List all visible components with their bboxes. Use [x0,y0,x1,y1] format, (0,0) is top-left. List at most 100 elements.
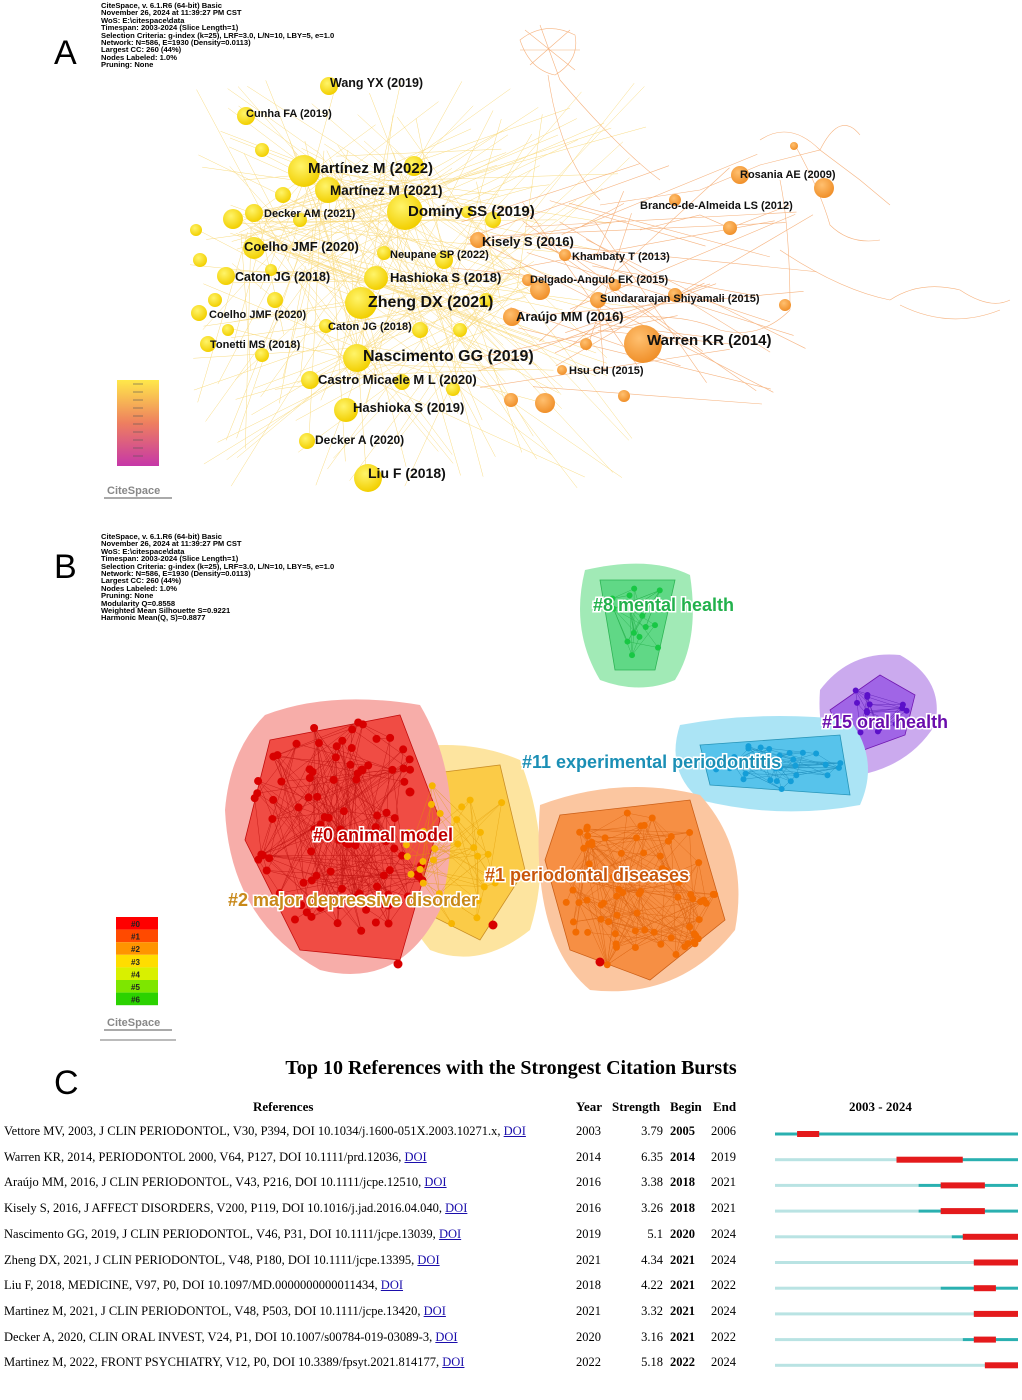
cluster-node [758,745,764,751]
cluster-node [569,887,576,894]
network-node-label: Hashioka S (2018) [390,270,501,285]
cluster-node [406,788,415,797]
cluster-node [254,777,262,785]
cluster-node [637,888,644,895]
header-begin: Begin [670,1099,702,1115]
cluster-node [598,901,605,908]
network-node-label: Warren KR (2014) [647,332,771,349]
cluster-node [453,816,460,823]
cluster-node [300,879,308,887]
network-node-label: Khambaty T (2013) [572,251,670,263]
cluster-node [596,958,605,967]
burst-segment [974,1260,1018,1266]
network-node [275,187,291,203]
cluster-node [348,725,356,733]
cluster-node [390,845,398,853]
cluster-node [745,743,751,749]
cluster-node [790,757,796,763]
cluster-node [686,829,693,836]
cluster-node [640,849,647,856]
cluster-node [867,701,873,707]
cluster-node [695,935,702,942]
cluster-legend-label: #1 [131,933,140,942]
cluster-node [619,889,626,896]
cluster-node [253,789,261,797]
cluster-node [652,622,658,628]
network-node [504,393,518,407]
cluster-node [372,918,380,926]
cluster-node [649,815,656,822]
cluster-node [346,761,354,769]
cluster-node [332,753,340,761]
network-node-label: Dominy SS (2019) [408,203,535,220]
cluster-node [437,810,444,817]
cluster-node [570,918,577,925]
network-node-label: Delgado-Angulo EK (2015) [530,274,668,286]
network-node [535,393,555,413]
cluster-node [741,776,747,782]
cluster-legend-label: #5 [131,983,140,992]
cluster-node [624,810,631,817]
timeline-inactive [775,1261,974,1264]
cluster-node [613,893,620,900]
cluster-node [477,829,484,836]
network-node [245,204,263,222]
cluster-node [686,923,693,930]
cluster-node [697,898,704,905]
cluster-node [470,844,477,851]
network-node [364,266,388,290]
network-node [723,221,737,235]
cluster-node [338,737,346,745]
cluster-node [269,796,277,804]
cluster-node [458,803,465,810]
network-node [299,433,315,449]
burst-segment [797,1131,819,1137]
timeline-inactive [775,1210,919,1213]
network-node-label: Neupane SP (2022) [390,249,489,261]
cluster-node [823,762,829,768]
burst-segment [974,1337,996,1343]
cluster-node [310,724,318,732]
burst-segment [941,1182,985,1188]
cluster-node [632,927,639,934]
cluster-node [325,814,333,822]
cluster-node [864,694,870,700]
cluster-node [340,807,348,815]
timeline-inactive [775,1184,919,1187]
cluster-node [428,801,435,808]
network-node [190,224,202,236]
network-node-label: Zheng DX (2021) [368,294,493,311]
timeline-inactive [775,1235,952,1238]
network-node-label: Decker AM (2021) [264,208,356,220]
panel-b-cluster-map: #8 mental health#15 oral health#11 exper… [0,530,1022,1050]
cluster-node [613,944,620,951]
cluster-node [485,851,492,858]
network-node-label: Hsu CH (2015) [569,365,644,377]
cluster-node [386,866,394,874]
cluster-node [900,702,906,708]
network-node-label: Araújo MM (2016) [516,309,624,324]
cluster-node [404,853,411,860]
timeline-inactive [775,1312,974,1315]
cluster-node [597,916,604,923]
network-node [412,322,428,338]
cluster-node [354,718,362,726]
cluster-node [668,934,675,941]
cluster-node [672,951,679,958]
cluster-node [383,809,391,817]
cluster-node [618,850,625,857]
cluster-node [330,776,338,784]
cluster-node [774,778,780,784]
network-node [217,267,235,285]
cluster-node [419,858,426,865]
cluster-node [269,753,277,761]
cluster-node [417,866,424,873]
network-node [618,390,630,402]
cluster-node [668,833,675,840]
network-node-label: Decker A (2020) [315,433,404,447]
cluster-label: #8 mental health [593,595,734,615]
panel-a-color-legend [117,380,159,466]
cluster-node [498,799,505,806]
cluster-legend-label: #4 [131,970,140,979]
cluster-node [467,797,474,804]
